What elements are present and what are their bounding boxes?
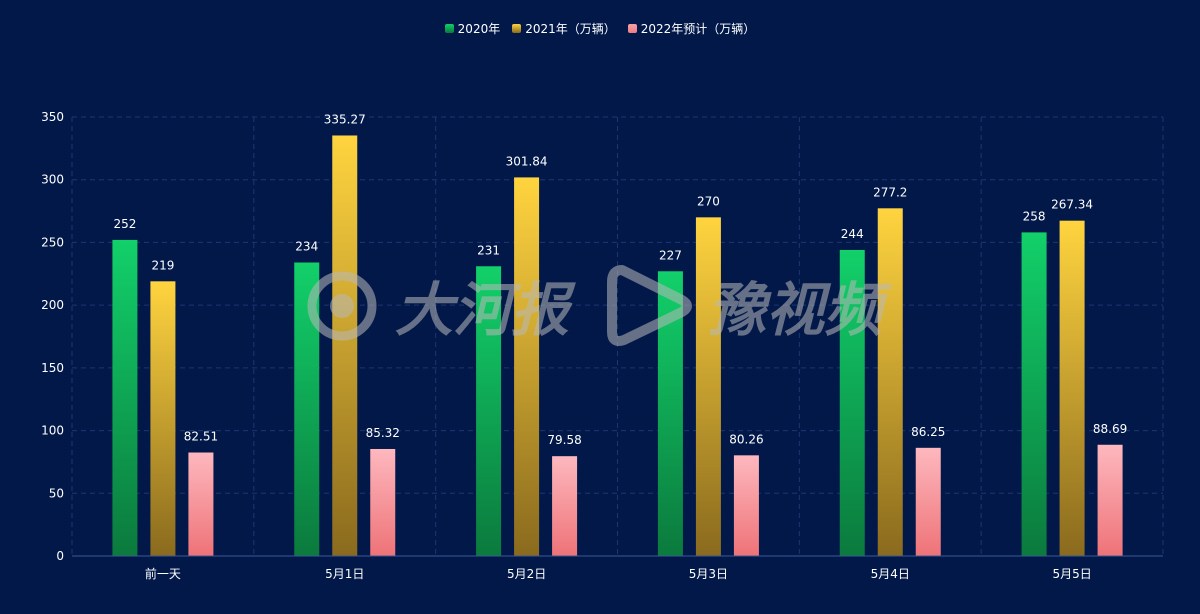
y-tick-label: 350 <box>41 110 64 124</box>
bar-series-0-4[interactable] <box>839 249 865 556</box>
x-tick-label: 5月2日 <box>507 567 546 581</box>
bar-series-0-5[interactable] <box>1021 232 1047 556</box>
bar-value-label: 88.69 <box>1093 422 1127 436</box>
bar-series-0-3[interactable] <box>657 271 683 556</box>
legend-item-2021[interactable]: 2021年（万辆） <box>512 20 616 37</box>
bar-series-2-5[interactable] <box>1097 444 1123 556</box>
bar-series-2-2[interactable] <box>552 456 578 556</box>
y-tick-label: 200 <box>41 298 64 312</box>
legend-item-2022[interactable]: 2022年预计（万辆） <box>627 20 756 37</box>
bar-value-label: 219 <box>151 258 174 272</box>
legend-swatch-2020 <box>444 24 454 33</box>
y-tick-label: 300 <box>41 173 64 187</box>
y-tick-label: 150 <box>41 361 64 375</box>
x-tick-label: 5月1日 <box>325 567 364 581</box>
bar-value-label: 301.84 <box>506 154 548 168</box>
bar-value-label: 227 <box>659 248 682 262</box>
legend-label-2020: 2020年 <box>457 22 501 36</box>
bar-series-1-1[interactable] <box>332 135 358 556</box>
bar-series-2-1[interactable] <box>370 448 396 556</box>
bar-series-2-4[interactable] <box>915 447 941 556</box>
y-tick-label: 250 <box>41 235 64 249</box>
bar-series-0-2[interactable] <box>476 266 502 556</box>
bar-series-2-0[interactable] <box>188 452 214 556</box>
bar-value-label: 231 <box>477 243 500 257</box>
bar-value-label: 258 <box>1023 209 1046 223</box>
bar-value-label: 270 <box>697 194 720 208</box>
legend-label-2022: 2022年预计（万辆） <box>640 22 756 36</box>
bar-value-label: 80.26 <box>729 432 763 446</box>
bar-series-2-3[interactable] <box>733 455 759 556</box>
x-tick-label: 前一天 <box>145 566 181 581</box>
bar-value-label: 79.58 <box>547 433 581 447</box>
bar-value-label: 335.27 <box>324 112 366 126</box>
bar-series-0-0[interactable] <box>112 239 138 557</box>
bar-series-0-1[interactable] <box>294 262 320 556</box>
bar-series-1-3[interactable] <box>695 217 721 557</box>
x-tick-label: 5月4日 <box>871 567 910 581</box>
bar-value-label: 277.2 <box>873 185 907 199</box>
x-tick-label: 5月3日 <box>689 567 728 581</box>
legend-swatch-2022 <box>627 24 637 33</box>
bar-series-1-4[interactable] <box>877 208 903 556</box>
y-tick-label: 0 <box>56 549 64 563</box>
legend: 2020年 2021年（万辆） 2022年预计（万辆） <box>0 20 1200 37</box>
y-tick-label: 100 <box>41 424 64 438</box>
legend-label-2021: 2021年（万辆） <box>525 22 616 36</box>
bar-value-label: 82.51 <box>184 430 218 444</box>
bar-value-label: 85.32 <box>366 426 400 440</box>
bar-value-label: 86.25 <box>911 425 945 439</box>
bar-value-label: 234 <box>295 239 318 253</box>
x-tick-label: 5月5日 <box>1052 567 1091 581</box>
bar-value-label: 252 <box>113 217 136 231</box>
legend-item-2020[interactable]: 2020年 <box>444 20 501 37</box>
bar-value-label: 267.34 <box>1051 198 1093 212</box>
bar-series-1-5[interactable] <box>1059 220 1085 556</box>
y-tick-label: 50 <box>49 486 64 500</box>
bar-series-1-0[interactable] <box>150 281 176 556</box>
bar-series-1-2[interactable] <box>514 177 540 556</box>
legend-swatch-2021 <box>512 24 522 33</box>
bar-value-label: 244 <box>841 227 864 241</box>
